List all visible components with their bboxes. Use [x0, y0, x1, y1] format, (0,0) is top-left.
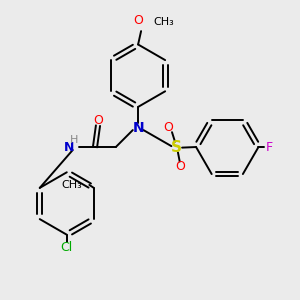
Text: Cl: Cl [61, 241, 73, 254]
Text: N: N [64, 140, 74, 154]
Text: O: O [133, 14, 143, 27]
Text: S: S [171, 140, 182, 154]
Text: CH₃: CH₃ [153, 17, 174, 27]
Text: F: F [265, 140, 272, 154]
Text: N: N [132, 121, 144, 135]
Text: O: O [164, 121, 173, 134]
Text: O: O [175, 160, 185, 173]
Text: O: O [93, 114, 103, 127]
Text: CH₃: CH₃ [61, 180, 82, 190]
Text: H: H [69, 135, 78, 145]
